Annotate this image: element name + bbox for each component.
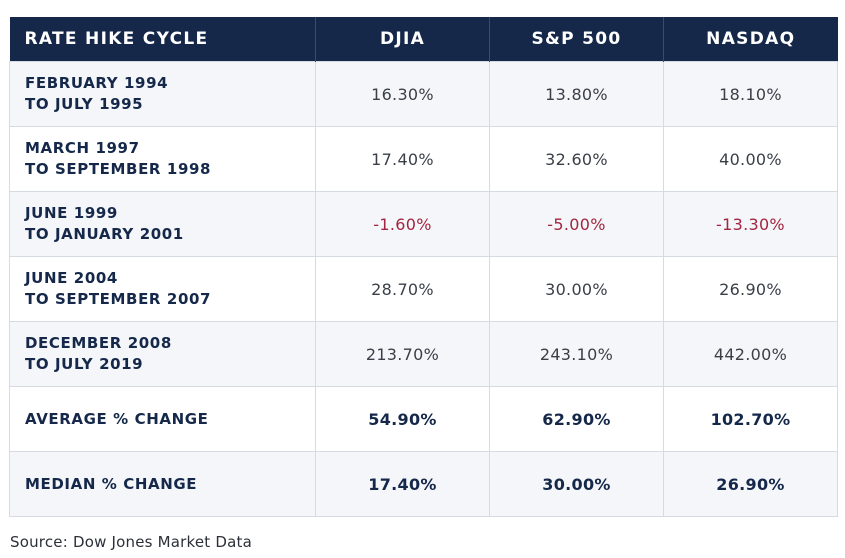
table-row: FEBRUARY 1994 TO JULY 1995 16.30% 13.80% …	[9, 61, 838, 127]
median-label: MEDIAN % CHANGE	[9, 451, 316, 517]
median-sp500: 30.00%	[489, 451, 664, 517]
table-row: JUNE 2004 TO SEPTEMBER 2007 28.70% 30.00%…	[9, 256, 838, 322]
rate-hike-table: RATE HIKE CYCLE DJIA S&P 500 NASDAQ FEBR…	[9, 17, 838, 517]
cycle-end: TO JANUARY 2001	[25, 225, 184, 243]
cycle-end: TO SEPTEMBER 2007	[25, 290, 212, 308]
cycle-start: FEBRUARY 1994	[25, 74, 169, 92]
sp500-value: 30.00%	[489, 256, 664, 322]
sp500-value: -5.00%	[489, 191, 664, 257]
cycle-label: JUNE 1999 TO JANUARY 2001	[9, 191, 316, 257]
djia-value: 16.30%	[315, 61, 490, 127]
header-sp500: S&P 500	[489, 17, 664, 62]
djia-value: 28.70%	[315, 256, 490, 322]
table-row: DECEMBER 2008 TO JULY 2019 213.70% 243.10…	[9, 321, 838, 387]
sp500-value: 13.80%	[489, 61, 664, 127]
djia-value: 17.40%	[315, 126, 490, 192]
sp500-value: 243.10%	[489, 321, 664, 387]
nasdaq-value: 18.10%	[663, 61, 838, 127]
cycle-end: TO JULY 1995	[25, 95, 144, 113]
median-row: MEDIAN % CHANGE 17.40% 30.00% 26.90%	[9, 451, 838, 517]
average-sp500: 62.90%	[489, 386, 664, 452]
cycle-label: FEBRUARY 1994 TO JULY 1995	[9, 61, 316, 127]
cycle-end: TO SEPTEMBER 1998	[25, 160, 212, 178]
djia-value: -1.60%	[315, 191, 490, 257]
nasdaq-value: 40.00%	[663, 126, 838, 192]
median-djia: 17.40%	[315, 451, 490, 517]
average-djia: 54.90%	[315, 386, 490, 452]
sp500-value: 32.60%	[489, 126, 664, 192]
nasdaq-value: -13.30%	[663, 191, 838, 257]
average-label: AVERAGE % CHANGE	[9, 386, 316, 452]
header-nasdaq: NASDAQ	[663, 17, 838, 62]
cycle-label: DECEMBER 2008 TO JULY 2019	[9, 321, 316, 387]
djia-value: 213.70%	[315, 321, 490, 387]
nasdaq-value: 26.90%	[663, 256, 838, 322]
header-rate-hike-cycle: RATE HIKE CYCLE	[9, 17, 316, 62]
cycle-label: JUNE 2004 TO SEPTEMBER 2007	[9, 256, 316, 322]
cycle-start: JUNE 1999	[25, 204, 118, 222]
source-note: Source: Dow Jones Market Data	[10, 533, 252, 551]
cycle-end: TO JULY 2019	[25, 355, 144, 373]
table-row: MARCH 1997 TO SEPTEMBER 1998 17.40% 32.60…	[9, 126, 838, 192]
median-nasdaq: 26.90%	[663, 451, 838, 517]
cycle-start: MARCH 1997	[25, 139, 140, 157]
average-nasdaq: 102.70%	[663, 386, 838, 452]
table-header-row: RATE HIKE CYCLE DJIA S&P 500 NASDAQ	[9, 17, 838, 62]
nasdaq-value: 442.00%	[663, 321, 838, 387]
header-djia: DJIA	[315, 17, 490, 62]
cycle-start: DECEMBER 2008	[25, 334, 172, 352]
table-row: JUNE 1999 TO JANUARY 2001 -1.60% -5.00% -…	[9, 191, 838, 257]
average-row: AVERAGE % CHANGE 54.90% 62.90% 102.70%	[9, 386, 838, 452]
cycle-label: MARCH 1997 TO SEPTEMBER 1998	[9, 126, 316, 192]
cycle-start: JUNE 2004	[25, 269, 118, 287]
